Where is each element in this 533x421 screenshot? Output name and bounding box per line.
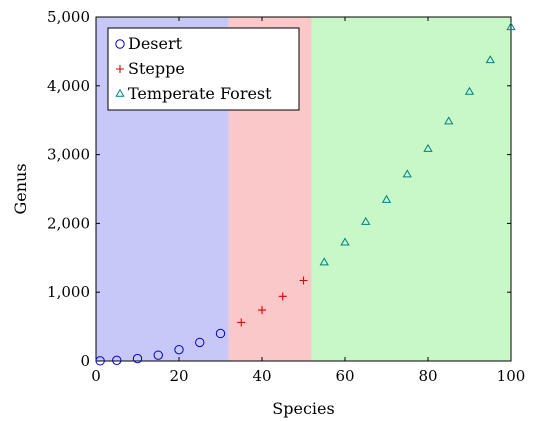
legend-marker-desert	[115, 39, 125, 49]
point-desert	[215, 328, 226, 339]
y-tick-label: 0	[80, 352, 90, 370]
point-temperate-forest	[340, 237, 350, 246]
point-steppe	[237, 318, 246, 327]
point-temperate-forest	[464, 86, 475, 95]
legend-marker-temperate-forest	[115, 88, 125, 97]
y-axis-label: Genus	[11, 163, 30, 214]
point-temperate-forest	[361, 216, 371, 225]
point-steppe	[299, 276, 308, 285]
x-tick-labels: 0 20 40 60 80 100	[91, 367, 525, 385]
point-steppe	[278, 292, 287, 301]
legend-label-desert: Desert	[128, 34, 183, 53]
x-tick-label: 80	[418, 367, 437, 385]
legend-label-temperate-forest: Temperate Forest	[128, 84, 272, 103]
x-tick-label: 60	[335, 367, 354, 385]
y-tick-labels: 0 1,000 2,000 3,000 4,000 5,000	[47, 8, 90, 370]
point-temperate-forest	[319, 257, 329, 266]
legend: Desert Steppe Temperate Forest	[107, 27, 300, 111]
point-steppe	[258, 306, 266, 315]
y-tick-label: 4,000	[47, 77, 90, 95]
y-tick-label: 5,000	[47, 8, 90, 26]
point-desert	[153, 350, 163, 360]
point-desert	[195, 337, 205, 348]
x-tick-label: 40	[252, 367, 271, 385]
legend-label-steppe: Steppe	[128, 59, 185, 78]
legend-box	[107, 27, 300, 111]
y-tick-label: 2,000	[47, 214, 90, 232]
point-temperate-forest	[402, 169, 412, 178]
plot-frame	[95, 16, 512, 362]
point-desert	[132, 353, 143, 364]
point-temperate-forest	[506, 22, 516, 31]
axis-ticks	[95, 16, 512, 362]
legend-marker-steppe	[116, 65, 124, 73]
point-temperate-forest	[381, 194, 392, 203]
point-desert	[95, 356, 105, 366]
y-tick-label: 3,000	[47, 146, 90, 164]
point-desert	[174, 344, 184, 355]
x-tick-label: 20	[169, 367, 188, 385]
point-desert	[112, 355, 122, 366]
point-temperate-forest	[485, 55, 495, 64]
point-temperate-forest	[444, 116, 454, 125]
x-axis-label: Species	[272, 399, 334, 418]
region-temperate-forest	[311, 17, 511, 361]
y-tick-label: 1,000	[47, 283, 90, 301]
point-temperate-forest	[423, 143, 433, 152]
x-tick-label: 0	[91, 367, 101, 385]
x-tick-label: 100	[497, 367, 526, 385]
data-points	[95, 22, 516, 366]
